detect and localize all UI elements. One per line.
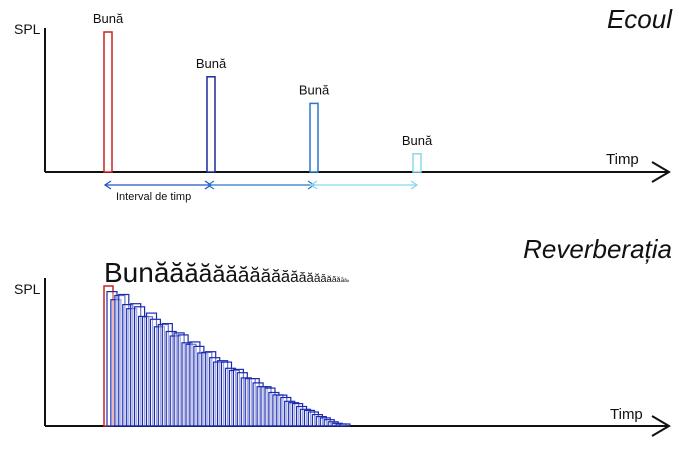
reverb-panel: Reverberația SPL Timp Bunăăăăăăăăăăăăăăă… bbox=[14, 234, 672, 437]
interval-arrow-2 bbox=[206, 180, 316, 190]
echo-title: Ecoul bbox=[607, 4, 673, 34]
echo-interval-arrows bbox=[103, 180, 419, 190]
reverb-title: Reverberația bbox=[523, 234, 672, 264]
interval-label: Interval de timp bbox=[116, 191, 191, 203]
echo-pulse-label-2: Bună bbox=[196, 56, 227, 71]
echo-pulse-label-1: Bună bbox=[93, 11, 124, 26]
echo-y-axis-label: SPL bbox=[14, 21, 41, 37]
echo-pulse-3 bbox=[309, 102, 319, 173]
reverb-y-axis-label: SPL bbox=[14, 281, 41, 297]
echo-x-axis-label: Timp bbox=[606, 151, 639, 168]
reverb-x-axis-label: Timp bbox=[610, 406, 643, 423]
echo-pulse-2 bbox=[206, 76, 216, 173]
echo-pulse-label-3: Bună bbox=[299, 82, 330, 97]
interval-arrow-3 bbox=[309, 180, 419, 190]
stretched-word-label: Bunăăăăăăăăăăăăăăăăăăăăăă bbox=[104, 257, 350, 288]
echo-pulse-4 bbox=[412, 153, 422, 173]
reverb-x-axis-arrowhead bbox=[651, 415, 671, 437]
reverb-decay-bars bbox=[103, 285, 351, 427]
reverb-reflection-bar bbox=[339, 423, 351, 427]
echo-x-axis-arrowhead bbox=[651, 161, 671, 183]
echo-pulse-1 bbox=[103, 31, 113, 173]
echo-panel: Ecoul SPL Timp Bună Bună Bună Bună Interval… bbox=[14, 4, 673, 203]
echo-pulse-label-4: Bună bbox=[402, 133, 433, 148]
interval-arrow-1 bbox=[103, 180, 213, 190]
echo-pulses: Bună Bună Bună Bună bbox=[93, 11, 433, 173]
